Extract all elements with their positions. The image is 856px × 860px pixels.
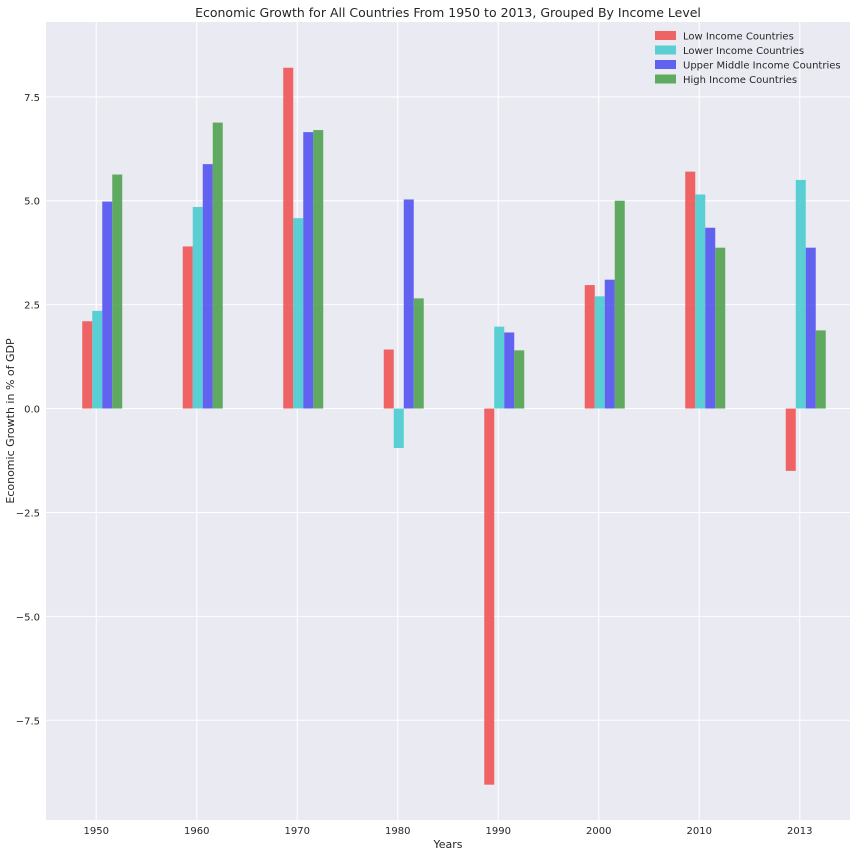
legend-label: Low Income Countries <box>683 32 794 43</box>
x-tick-label: 2013 <box>787 826 812 837</box>
bar-upper-middle-income-countries-1970 <box>303 132 314 409</box>
y-tick-label: 7.5 <box>24 93 40 104</box>
y-tick-label: 5.0 <box>24 197 40 208</box>
y-tick-label: −5.0 <box>16 612 40 623</box>
bar-upper-middle-income-countries-2000 <box>604 279 615 409</box>
legend-swatch <box>655 74 676 84</box>
bar-upper-middle-income-countries-1960 <box>202 164 213 409</box>
x-tick-label: 1970 <box>285 826 310 837</box>
bar-lower-income-countries-1960 <box>192 206 203 409</box>
legend: Low Income Countries Lower Income Countri… <box>655 31 841 86</box>
bar-low-income-countries-2013 <box>785 408 796 471</box>
y-axis-label: Economic Growth in % of GDP <box>4 338 17 504</box>
bar-upper-middle-income-countries-1950 <box>102 201 113 409</box>
legend-label: High Income Countries <box>683 75 797 86</box>
chart-title: Economic Growth for All Countries From 1… <box>195 5 701 20</box>
bar-low-income-countries-2010 <box>685 171 696 409</box>
x-tick-label: 1960 <box>184 826 209 837</box>
bar-high-income-countries-2010 <box>715 247 726 409</box>
legend-label: Lower Income Countries <box>683 46 804 57</box>
bar-high-income-countries-1960 <box>212 122 223 409</box>
bar-lower-income-countries-1970 <box>293 218 304 409</box>
bar-high-income-countries-1990 <box>514 350 525 409</box>
legend-label: Upper Middle Income Countries <box>683 61 841 72</box>
bar-lower-income-countries-1980 <box>393 408 404 449</box>
grid <box>46 22 850 820</box>
legend-swatch <box>655 60 676 69</box>
bar-low-income-countries-1980 <box>383 349 394 409</box>
bar-low-income-countries-1990 <box>484 408 495 785</box>
bar-low-income-countries-2000 <box>584 285 595 409</box>
bar-high-income-countries-1950 <box>112 174 123 409</box>
bar-high-income-countries-2013 <box>815 330 826 409</box>
x-tick-label: 2010 <box>687 826 712 837</box>
bar-low-income-countries-1950 <box>82 321 93 409</box>
x-tick-label: 1990 <box>486 826 511 837</box>
plot-background <box>46 22 850 820</box>
bar-lower-income-countries-2010 <box>695 194 706 409</box>
bar-upper-middle-income-countries-1990 <box>504 332 515 409</box>
bar-low-income-countries-1970 <box>283 67 294 409</box>
x-tick-label: 1950 <box>84 826 109 837</box>
legend-swatch <box>655 31 676 40</box>
bar-upper-middle-income-countries-1980 <box>403 199 414 409</box>
bar-low-income-countries-1960 <box>182 246 193 409</box>
legend-swatch <box>655 45 676 55</box>
bar-high-income-countries-1980 <box>413 298 424 409</box>
bar-lower-income-countries-2013 <box>795 179 806 409</box>
y-tick-label: −7.5 <box>16 716 40 727</box>
bar-lower-income-countries-1990 <box>494 326 505 409</box>
bar-high-income-countries-2000 <box>614 200 625 409</box>
x-tick-label: 2000 <box>586 826 611 837</box>
x-tick-labels: 1950 1960 1970 1980 1990 2000 2010 2013 <box>84 826 813 837</box>
bar-upper-middle-income-countries-2013 <box>805 247 816 409</box>
bars <box>82 67 826 785</box>
y-tick-label: 2.5 <box>24 301 40 312</box>
x-tick-label: 1980 <box>385 826 410 837</box>
y-tick-labels: −7.5 −5.0 −2.5 0.0 2.5 5.0 7.5 <box>16 93 40 727</box>
bar-upper-middle-income-countries-2010 <box>705 227 716 409</box>
y-tick-label: −2.5 <box>16 508 40 519</box>
x-axis-label: Years <box>432 838 462 851</box>
bar-high-income-countries-1970 <box>313 130 324 409</box>
bar-lower-income-countries-2000 <box>594 296 605 409</box>
y-tick-label: 0.0 <box>24 405 40 416</box>
bar-lower-income-countries-1950 <box>92 310 103 409</box>
